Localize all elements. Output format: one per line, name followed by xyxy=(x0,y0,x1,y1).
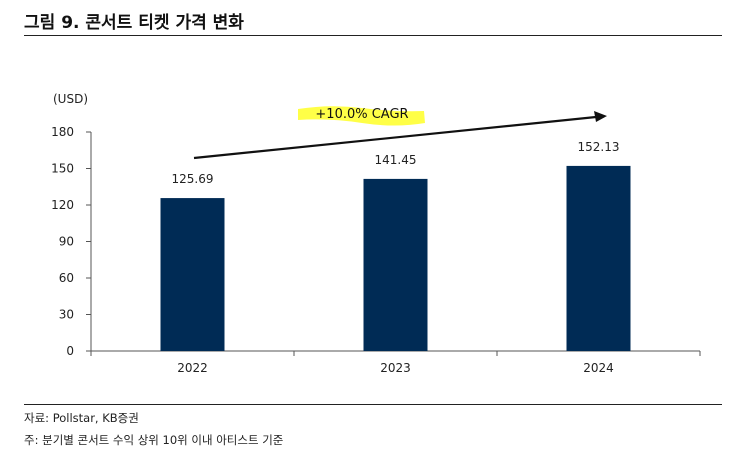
y-tick-label: 0 xyxy=(66,344,74,358)
source-note: 자료: Pollstar, KB증권 xyxy=(24,411,139,425)
cagr-annotation: +10.0% CAGR xyxy=(193,106,607,160)
bar-2022 xyxy=(160,198,225,351)
x-tick-label: 2024 xyxy=(583,361,614,375)
y-tick-label: 120 xyxy=(51,198,74,212)
y-axis-unit-label: (USD) xyxy=(53,92,88,106)
trend-arrow-line xyxy=(193,115,597,160)
trend-arrow-head xyxy=(594,111,607,122)
title-divider xyxy=(24,35,722,36)
cagr-label: +10.0% CAGR xyxy=(315,107,408,122)
y-tick-label: 180 xyxy=(51,125,74,139)
figure-title: 그림 9. 콘서트 티켓 가격 변화 xyxy=(24,13,244,33)
y-tick-label: 150 xyxy=(51,162,74,176)
x-tick-label: 2023 xyxy=(380,361,411,375)
highlight-mark xyxy=(298,106,425,126)
x-tick-label: 2022 xyxy=(177,361,208,375)
x-axis: 2022 2023 2024 xyxy=(90,350,701,375)
y-axis: 0 30 60 90 120 150 180 xyxy=(51,125,92,358)
bar-2024 xyxy=(566,165,631,351)
y-tick-label: 60 xyxy=(59,271,74,285)
y-tick-label: 90 xyxy=(59,235,74,249)
bar-chart: (USD) 0 30 60 90 120 150 180 2022 2023 2024 125.… xyxy=(51,92,701,375)
bar-2023 xyxy=(363,178,428,351)
footnote: 주: 분기별 콘서트 수익 상위 10위 이내 아티스트 기준 xyxy=(24,433,284,447)
y-tick-label: 30 xyxy=(59,308,74,322)
bar-series: 125.69 141.45 152.13 xyxy=(160,140,631,351)
bar-value-label: 152.13 xyxy=(578,140,620,154)
bar-value-label: 141.45 xyxy=(375,153,417,167)
bar-value-label: 125.69 xyxy=(172,172,214,186)
footer-divider xyxy=(24,404,722,405)
